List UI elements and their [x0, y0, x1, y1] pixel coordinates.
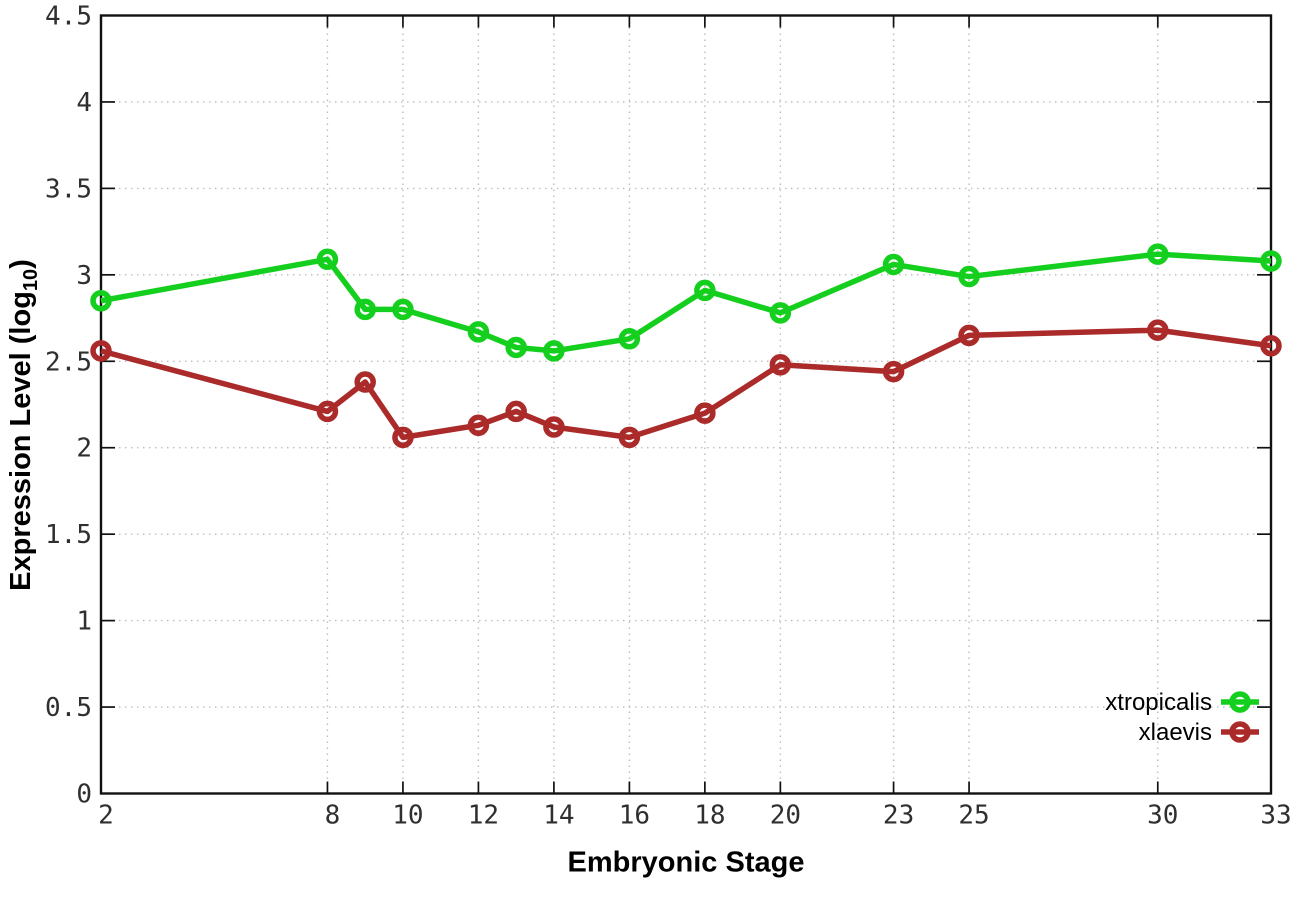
data-point-xlaevis: [90, 340, 112, 362]
y-tick-label: 3.5: [45, 174, 92, 204]
data-point-xlaevis: [1147, 319, 1169, 341]
y-tick-label: 4.5: [45, 2, 92, 32]
data-point-xtropicalis: [316, 248, 339, 271]
y-tick-label: 1.5: [45, 520, 92, 550]
data-point-xtropicalis: [769, 302, 792, 324]
x-tick-label: 33: [1260, 801, 1291, 831]
data-point-xlaevis: [1260, 334, 1282, 357]
x-tick-label: 14: [543, 801, 574, 831]
y-tick-label: 2: [76, 434, 92, 464]
data-point-xtropicalis: [694, 279, 716, 302]
y-tick-label: 1: [76, 607, 92, 637]
legend-label-xlaevis: xlaevis: [1139, 719, 1212, 746]
data-point-xlaevis: [543, 416, 565, 438]
data-point-xlaevis: [316, 400, 339, 423]
data-point-xtropicalis: [618, 328, 641, 350]
data-point-xtropicalis: [1147, 243, 1169, 265]
series-line-xtropicalis: [100, 251, 1272, 354]
data-point-xtropicalis: [505, 336, 527, 359]
series-line-xlaevis: [100, 327, 1272, 441]
data-point-xtropicalis: [467, 321, 490, 343]
data-point-xtropicalis: [90, 290, 112, 312]
y-axis-title-text: Expression Level (log: [5, 291, 38, 591]
y-axis-title: Expression Level (log10): [5, 259, 43, 591]
data-point-xtropicalis: [392, 298, 414, 321]
data-point-xtropicalis: [354, 298, 376, 321]
data-point-xtropicalis: [543, 340, 565, 362]
y-tick-label: 2.5: [45, 347, 92, 377]
x-tick-label: 30: [1147, 801, 1178, 831]
data-point-xlaevis: [618, 426, 641, 449]
data-point-xlaevis: [882, 360, 905, 383]
data-point-xlaevis: [467, 414, 490, 436]
y-tick-label: 4: [76, 88, 92, 118]
x-tick-label: 10: [392, 801, 423, 831]
x-tick-label: 23: [883, 801, 914, 831]
x-tick-label: 2: [98, 801, 114, 831]
legend-label-xtropicalis: xtropicalis: [1105, 689, 1212, 716]
data-point-xlaevis: [694, 402, 716, 424]
data-point-xlaevis: [392, 426, 414, 449]
y-tick-label: 3: [76, 261, 92, 291]
data-point-xtropicalis: [958, 265, 980, 288]
x-tick-label: 16: [619, 801, 650, 831]
plot-border: [99, 14, 1273, 795]
data-point-xtropicalis: [882, 253, 905, 276]
data-point-xlaevis: [958, 324, 980, 347]
x-tick-label: 25: [958, 801, 989, 831]
x-axis-title: Embryonic Stage: [567, 846, 805, 879]
data-point-xlaevis: [354, 371, 376, 393]
data-point-xtropicalis: [1260, 250, 1282, 272]
y-tick-label: 0.5: [45, 693, 92, 723]
legend-sample-marker-xtropicalis: [1229, 691, 1251, 713]
y-axis-title-subscript: 10: [19, 268, 42, 292]
legend-sample-marker-xlaevis: [1229, 721, 1251, 743]
y-tick-label: 0: [76, 780, 92, 810]
x-tick-label: 12: [468, 801, 499, 831]
y-axis-title-suffix: ): [5, 259, 38, 269]
x-tick-label: 18: [694, 801, 725, 831]
x-tick-label: 8: [325, 801, 341, 831]
data-point-xlaevis: [769, 353, 792, 376]
data-point-xlaevis: [505, 400, 527, 423]
x-tick-label: 20: [770, 801, 801, 831]
